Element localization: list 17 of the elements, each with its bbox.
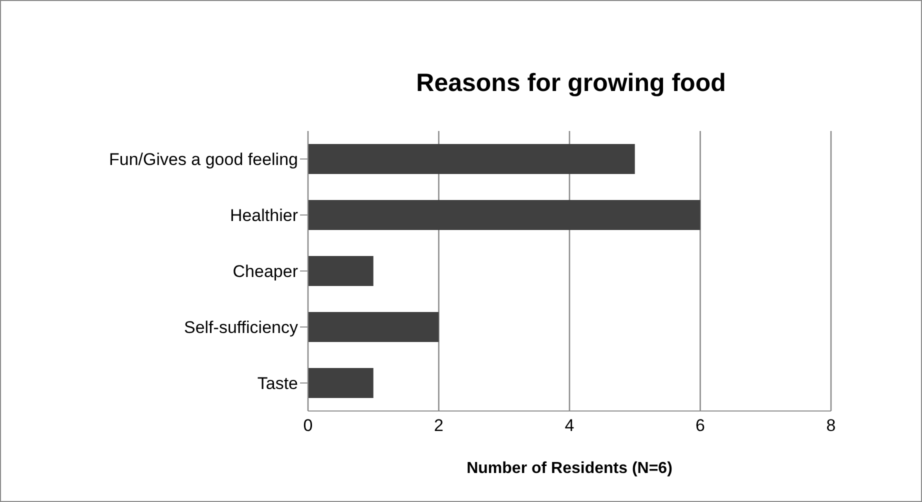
bar [308,312,439,342]
bar [308,144,635,174]
bar [308,368,374,398]
x-tick-label: 0 [303,416,313,436]
x-tick-label: 8 [826,416,836,436]
y-tick-label: Taste [257,374,298,394]
y-tick-label: Cheaper [232,262,298,282]
bar [308,256,374,286]
chart-title: Reasons for growing food [415,69,727,98]
x-axis-title: Number of Residents (N=6) [466,460,672,477]
x-tick-label: 2 [434,416,444,436]
x-tick-label: 6 [696,416,705,436]
y-tick-label: Self-sufficiency [184,318,298,338]
y-tick-label: Healthier [230,206,298,226]
x-tick-label: 4 [564,416,574,436]
bar [308,200,700,230]
y-tick-label: Fun/Gives a good feeling [108,150,298,170]
